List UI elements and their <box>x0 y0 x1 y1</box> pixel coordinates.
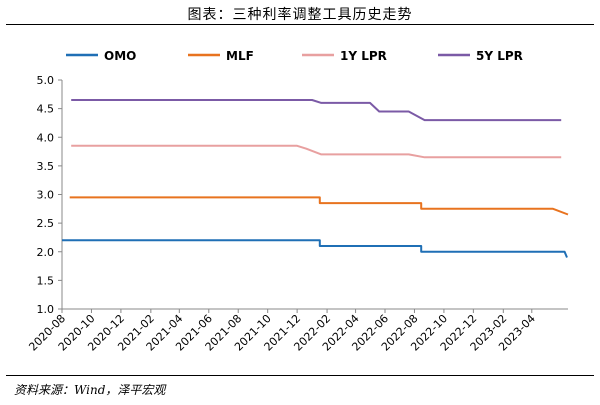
series-line-1y-lpr <box>71 144 562 159</box>
top-rule <box>6 24 594 25</box>
legend-label-mlf: MLF <box>226 49 254 63</box>
series-line-omo <box>62 239 568 258</box>
series-line-5y-lpr <box>71 99 562 122</box>
y-tick-label: 3.0 <box>37 189 55 202</box>
y-tick-label: 2.0 <box>37 246 55 259</box>
y-tick-label: 1.0 <box>37 303 55 316</box>
legend-label-1y-lpr: 1Y LPR <box>340 49 387 63</box>
bottom-rule <box>6 375 594 376</box>
y-tick-label: 4.5 <box>37 103 55 116</box>
legend-label-omo: OMO <box>104 49 136 63</box>
y-tick-label: 3.5 <box>37 160 55 173</box>
y-tick-label: 2.5 <box>37 217 55 230</box>
source-note: 资料来源：Wind，泽平宏观 <box>14 383 166 397</box>
legend-label-5y-lpr: 5Y LPR <box>476 49 523 63</box>
y-tick-label: 5.0 <box>37 74 55 87</box>
chart-title: 图表：三种利率调整工具历史走势 <box>187 7 413 23</box>
y-tick-label: 1.5 <box>37 274 55 287</box>
series-line-mlf <box>69 196 569 216</box>
y-tick-label: 4.0 <box>37 131 55 144</box>
